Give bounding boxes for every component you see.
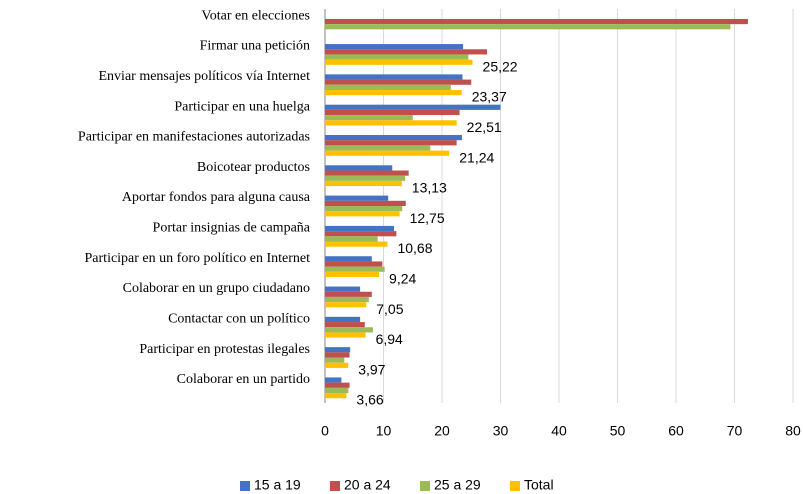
bar [325, 296, 369, 303]
x-tick-label: 70 [727, 423, 743, 439]
bar [325, 352, 350, 358]
category-label: Participar en un foro político en Intern… [85, 251, 311, 266]
data-label: 6,94 [376, 331, 403, 347]
x-tick-label: 50 [610, 423, 626, 439]
bar [325, 231, 397, 237]
legend-label: 15 a 19 [254, 477, 301, 493]
bar [325, 362, 349, 368]
bar [325, 175, 406, 181]
bar [325, 180, 402, 187]
bar [325, 271, 380, 278]
category-label: Votar en elecciones [201, 8, 310, 23]
bar [325, 200, 406, 206]
bar [325, 236, 378, 242]
category-label: Participar en manifestaciones autorizada… [78, 130, 310, 145]
x-tick-label: 10 [376, 423, 392, 439]
bar [325, 24, 731, 30]
bar [325, 387, 349, 394]
bar [325, 120, 457, 126]
category-label: Aportar fondos para alguna causa [122, 190, 311, 205]
legend-swatch [420, 481, 430, 491]
legend-label: Total [524, 477, 554, 493]
bar [325, 44, 464, 50]
data-label: 3,97 [358, 361, 385, 377]
x-tick-label: 30 [493, 423, 509, 439]
data-label: 9,24 [389, 271, 416, 287]
data-label: 22,51 [467, 119, 502, 135]
bar [325, 332, 366, 338]
bar [325, 241, 388, 247]
data-label: 12,75 [410, 210, 445, 226]
legend-label: 20 a 24 [344, 477, 391, 493]
category-label: Colaborar en un grupo ciudadano [123, 281, 310, 296]
data-label: 10,68 [397, 240, 432, 256]
x-tick-label: 20 [434, 423, 450, 439]
category-label: Boicotear productos [197, 160, 310, 175]
legend-swatch [330, 481, 340, 491]
category-label: Contactar con un político [168, 311, 310, 326]
bar [325, 134, 462, 141]
bar [325, 261, 383, 267]
bar [325, 84, 451, 90]
bar [325, 225, 395, 232]
category-label: Portar insignias de campaña [153, 221, 311, 236]
bar [325, 49, 488, 55]
bar [325, 322, 365, 328]
data-label: 7,05 [376, 301, 403, 317]
data-label: 3,66 [356, 392, 383, 408]
bar [325, 382, 350, 388]
x-tick-label: 80 [785, 423, 801, 439]
bar [325, 316, 361, 323]
bar [325, 170, 409, 176]
bar [325, 150, 450, 156]
bar [325, 195, 389, 201]
category-label: Participar en una huelga [174, 99, 310, 114]
bar [325, 256, 372, 262]
bar [325, 211, 400, 217]
bar [325, 357, 345, 363]
bar [325, 266, 385, 272]
legend-swatch [510, 481, 520, 491]
category-label: Colaborar en un partido [177, 372, 310, 387]
legend-label: 25 a 29 [434, 477, 481, 493]
bar [325, 302, 367, 308]
bar [325, 74, 463, 80]
bar [325, 291, 372, 297]
bar [325, 145, 431, 151]
bar [325, 18, 748, 25]
bar [325, 54, 469, 60]
bar [325, 140, 457, 146]
bar [325, 104, 501, 110]
x-tick-label: 0 [321, 423, 329, 439]
data-label: 25,22 [483, 58, 518, 74]
x-tick-label: 60 [668, 423, 684, 439]
bar [325, 115, 413, 121]
bar [325, 286, 361, 292]
bar [325, 327, 373, 333]
bar [325, 206, 403, 212]
bar [325, 89, 462, 96]
data-label: 21,24 [459, 149, 494, 165]
bar [325, 59, 473, 65]
bar [325, 165, 393, 171]
x-tick-label: 40 [551, 423, 567, 439]
data-label: 13,13 [412, 180, 447, 196]
data-label: 23,37 [472, 89, 507, 105]
category-label: Firmar una petición [200, 39, 310, 54]
bar [325, 377, 342, 383]
bar [325, 347, 351, 353]
category-label: Enviar mensajes políticos vía Internet [99, 69, 311, 84]
category-label: Participar en protestas ilegales [139, 342, 310, 357]
bar [325, 393, 347, 399]
bar [325, 79, 472, 85]
legend-swatch [240, 481, 250, 491]
bar [325, 109, 460, 116]
